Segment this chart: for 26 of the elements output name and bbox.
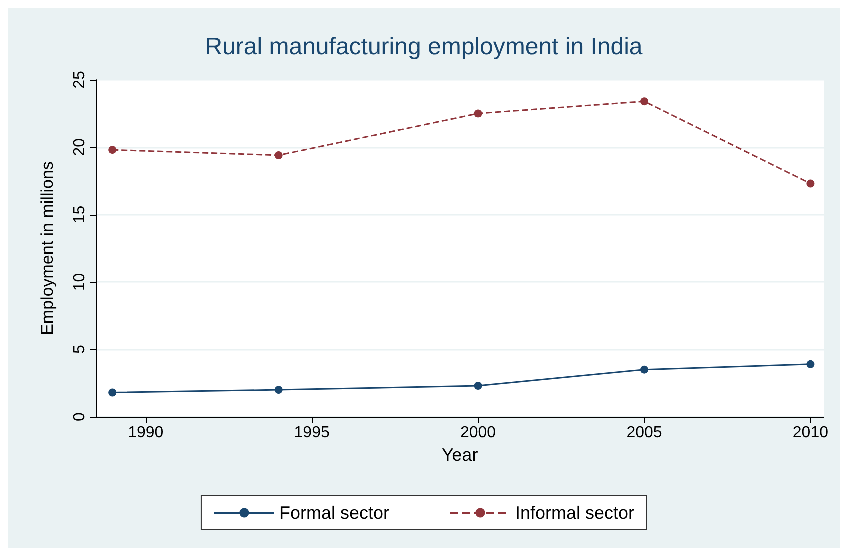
y-tick-label: 10 xyxy=(72,273,88,292)
y-tick-label: 25 xyxy=(72,71,88,89)
point xyxy=(640,366,648,374)
chart-title: Rural manufacturing employment in India xyxy=(205,34,644,60)
x-axis-title: Year xyxy=(442,444,478,465)
point xyxy=(108,388,117,397)
x-tick-label: 1990 xyxy=(128,424,164,442)
y-tick-label: 0 xyxy=(72,412,88,422)
x-tick-label: 1995 xyxy=(294,424,330,442)
y-tick-label: 20 xyxy=(72,138,88,156)
point xyxy=(108,146,117,154)
point xyxy=(640,98,648,106)
x-tick-label: 2010 xyxy=(792,424,829,442)
point xyxy=(806,180,815,188)
y-axis-title: Employment in millions xyxy=(38,162,57,336)
point xyxy=(274,386,283,394)
point xyxy=(274,151,283,160)
point xyxy=(474,382,482,390)
legend-label: Formal sector xyxy=(279,503,390,523)
x-tick-label: 2005 xyxy=(626,424,662,442)
y-tick-label: 15 xyxy=(72,206,88,224)
legend-label: Informal sector xyxy=(515,503,635,523)
y-tick-label: 5 xyxy=(72,345,88,354)
x-tick-label: 2000 xyxy=(460,424,496,442)
point xyxy=(474,110,482,118)
point xyxy=(806,360,815,368)
